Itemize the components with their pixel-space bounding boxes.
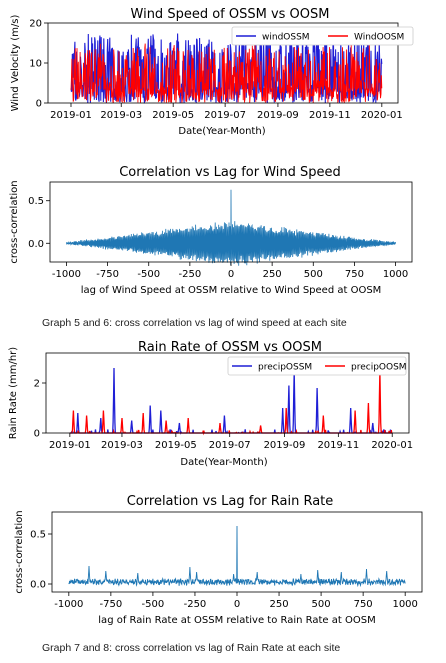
x-tick-label: 2019-03 bbox=[100, 110, 142, 121]
chart1-legend-label-a: windOSSM bbox=[262, 33, 310, 43]
x-tick-label: 2020-01 bbox=[361, 110, 403, 121]
x-tick-label: -500 bbox=[137, 269, 160, 280]
x-tick-label: 2019-01 bbox=[50, 110, 92, 121]
y-tick-label: 2 bbox=[34, 379, 40, 390]
y-tick-label: 20 bbox=[29, 19, 42, 30]
y-tick-label: 0 bbox=[34, 429, 40, 440]
chart3-xlabel: Date(Year-Month) bbox=[180, 457, 267, 468]
x-tick-label: 2019-05 bbox=[155, 440, 197, 451]
x-tick-label: -750 bbox=[100, 599, 123, 610]
rain-correlation-chart: Correlation vs Lag for Rain Rate -1000 -7… bbox=[14, 494, 423, 626]
x-tick-label: -1000 bbox=[52, 269, 81, 280]
x-tick-label: -1000 bbox=[54, 599, 83, 610]
correlation-line-rain bbox=[68, 525, 406, 588]
x-tick-label: 1000 bbox=[392, 599, 417, 610]
y-tick-label: 0.0 bbox=[30, 580, 46, 591]
correlation-line-wind bbox=[66, 189, 396, 266]
y-tick-label: 0 bbox=[36, 99, 42, 110]
chart1-legend: windOSSM WindOOSM bbox=[231, 26, 414, 46]
y-tick-label: 0.0 bbox=[28, 239, 44, 250]
chart3-ticks: 2019-01 2019-03 2019-05 2019-07 2019-09 2019-… bbox=[34, 379, 413, 452]
x-tick-label: 0 bbox=[234, 599, 240, 610]
chart1-ticks: 2019-01 2019-03 2019-05 2019-07 2019-09 2019-… bbox=[29, 19, 402, 122]
caption-wind: Graph 5 and 6: cross correlation vs lag … bbox=[42, 317, 347, 329]
chart1-legend-box bbox=[231, 26, 414, 46]
x-tick-label: 2019-11 bbox=[317, 440, 359, 451]
chart3-legend-box bbox=[227, 356, 407, 376]
chart1-xlabel: Date(Year-Month) bbox=[178, 126, 265, 137]
chart2-ticks: -1000 -750 -500 -250 0 250 500 750 1000 0.0 0.5 bbox=[28, 196, 408, 280]
y-tick-label: 0.5 bbox=[28, 196, 44, 207]
x-tick-label: 750 bbox=[345, 269, 364, 280]
x-tick-label: 2019-09 bbox=[257, 110, 299, 121]
x-tick-label: 250 bbox=[263, 269, 282, 280]
x-tick-label: -500 bbox=[142, 599, 165, 610]
x-tick-label: 2019-01 bbox=[49, 440, 91, 451]
chart3-plot-area bbox=[69, 367, 393, 436]
chart2-xlabel: lag of Wind Speed at OSSM relative to Wi… bbox=[81, 285, 382, 296]
chart1-title: Wind Speed of OSSM vs OOSM bbox=[131, 7, 330, 22]
chart3-frame bbox=[45, 352, 410, 434]
chart3-title: Rain Rate of OSSM vs OOSM bbox=[138, 340, 322, 355]
chart2-ylabel: cross-correlation bbox=[9, 180, 20, 263]
chart1-ylabel: Wind Velocity (m/s) bbox=[10, 14, 21, 111]
x-tick-label: 500 bbox=[304, 269, 323, 280]
x-tick-label: 1000 bbox=[383, 269, 408, 280]
chart3-legend-label-a: precipOSSM bbox=[258, 363, 312, 373]
wind-correlation-chart: Correlation vs Lag for Wind Speed -1000-… bbox=[9, 165, 413, 296]
x-tick-label: 0 bbox=[228, 269, 234, 280]
chart3-legend: precipOSSM precipOOSM bbox=[227, 356, 407, 376]
chart4-ticks: -1000 -750 -500 -250 0 250 500 750 1000 0.0 0.5 bbox=[30, 530, 418, 611]
x-tick-label: 750 bbox=[354, 599, 373, 610]
x-tick-label: -250 bbox=[184, 599, 207, 610]
x-tick-label: 2019-09 bbox=[264, 440, 306, 451]
x-tick-label: 2019-11 bbox=[309, 110, 351, 121]
chart2-title: Correlation vs Lag for Wind Speed bbox=[119, 165, 341, 180]
chart3-ylabel: Rain Rate (mm/hr) bbox=[8, 347, 19, 439]
chart4-title: Correlation vs Lag for Rain Rate bbox=[127, 494, 334, 509]
rain-rate-chart: Rain Rate of OSSM vs OOSM 2019-01 2019-03… bbox=[8, 340, 413, 468]
caption-rain: Graph 7 and 8: cross correlation vs lag … bbox=[42, 642, 341, 654]
chart4-xlabel: lag of Rain Rate at OSSM relative to Rai… bbox=[98, 615, 375, 626]
y-tick-label: 10 bbox=[29, 59, 42, 70]
x-tick-label: 2019-07 bbox=[209, 440, 251, 451]
series-line-precipOOSM bbox=[69, 370, 393, 436]
chart4-ylabel: cross-correlation bbox=[14, 510, 25, 593]
chart2-plot-area bbox=[66, 189, 396, 266]
chart4-plot-area bbox=[68, 525, 406, 588]
x-tick-label: -750 bbox=[96, 269, 119, 280]
x-tick-label: 2019-03 bbox=[101, 440, 143, 451]
chart1-legend-label-b: WindOOSM bbox=[354, 33, 404, 43]
x-tick-label: 2019-07 bbox=[204, 110, 246, 121]
x-tick-label: 2019-05 bbox=[152, 110, 194, 121]
x-tick-label: 2020-01 bbox=[371, 440, 413, 451]
y-tick-label: 0.5 bbox=[30, 530, 46, 541]
wind-speed-chart: Wind Speed of OSSM vs OOSM 2019-01 2019-0… bbox=[10, 7, 414, 137]
x-tick-label: 250 bbox=[269, 599, 288, 610]
chart3-legend-label-b: precipOOSM bbox=[351, 363, 407, 373]
x-tick-label: -250 bbox=[179, 269, 202, 280]
x-tick-label: 500 bbox=[312, 599, 331, 610]
series-line-precipOSSM bbox=[69, 367, 393, 435]
